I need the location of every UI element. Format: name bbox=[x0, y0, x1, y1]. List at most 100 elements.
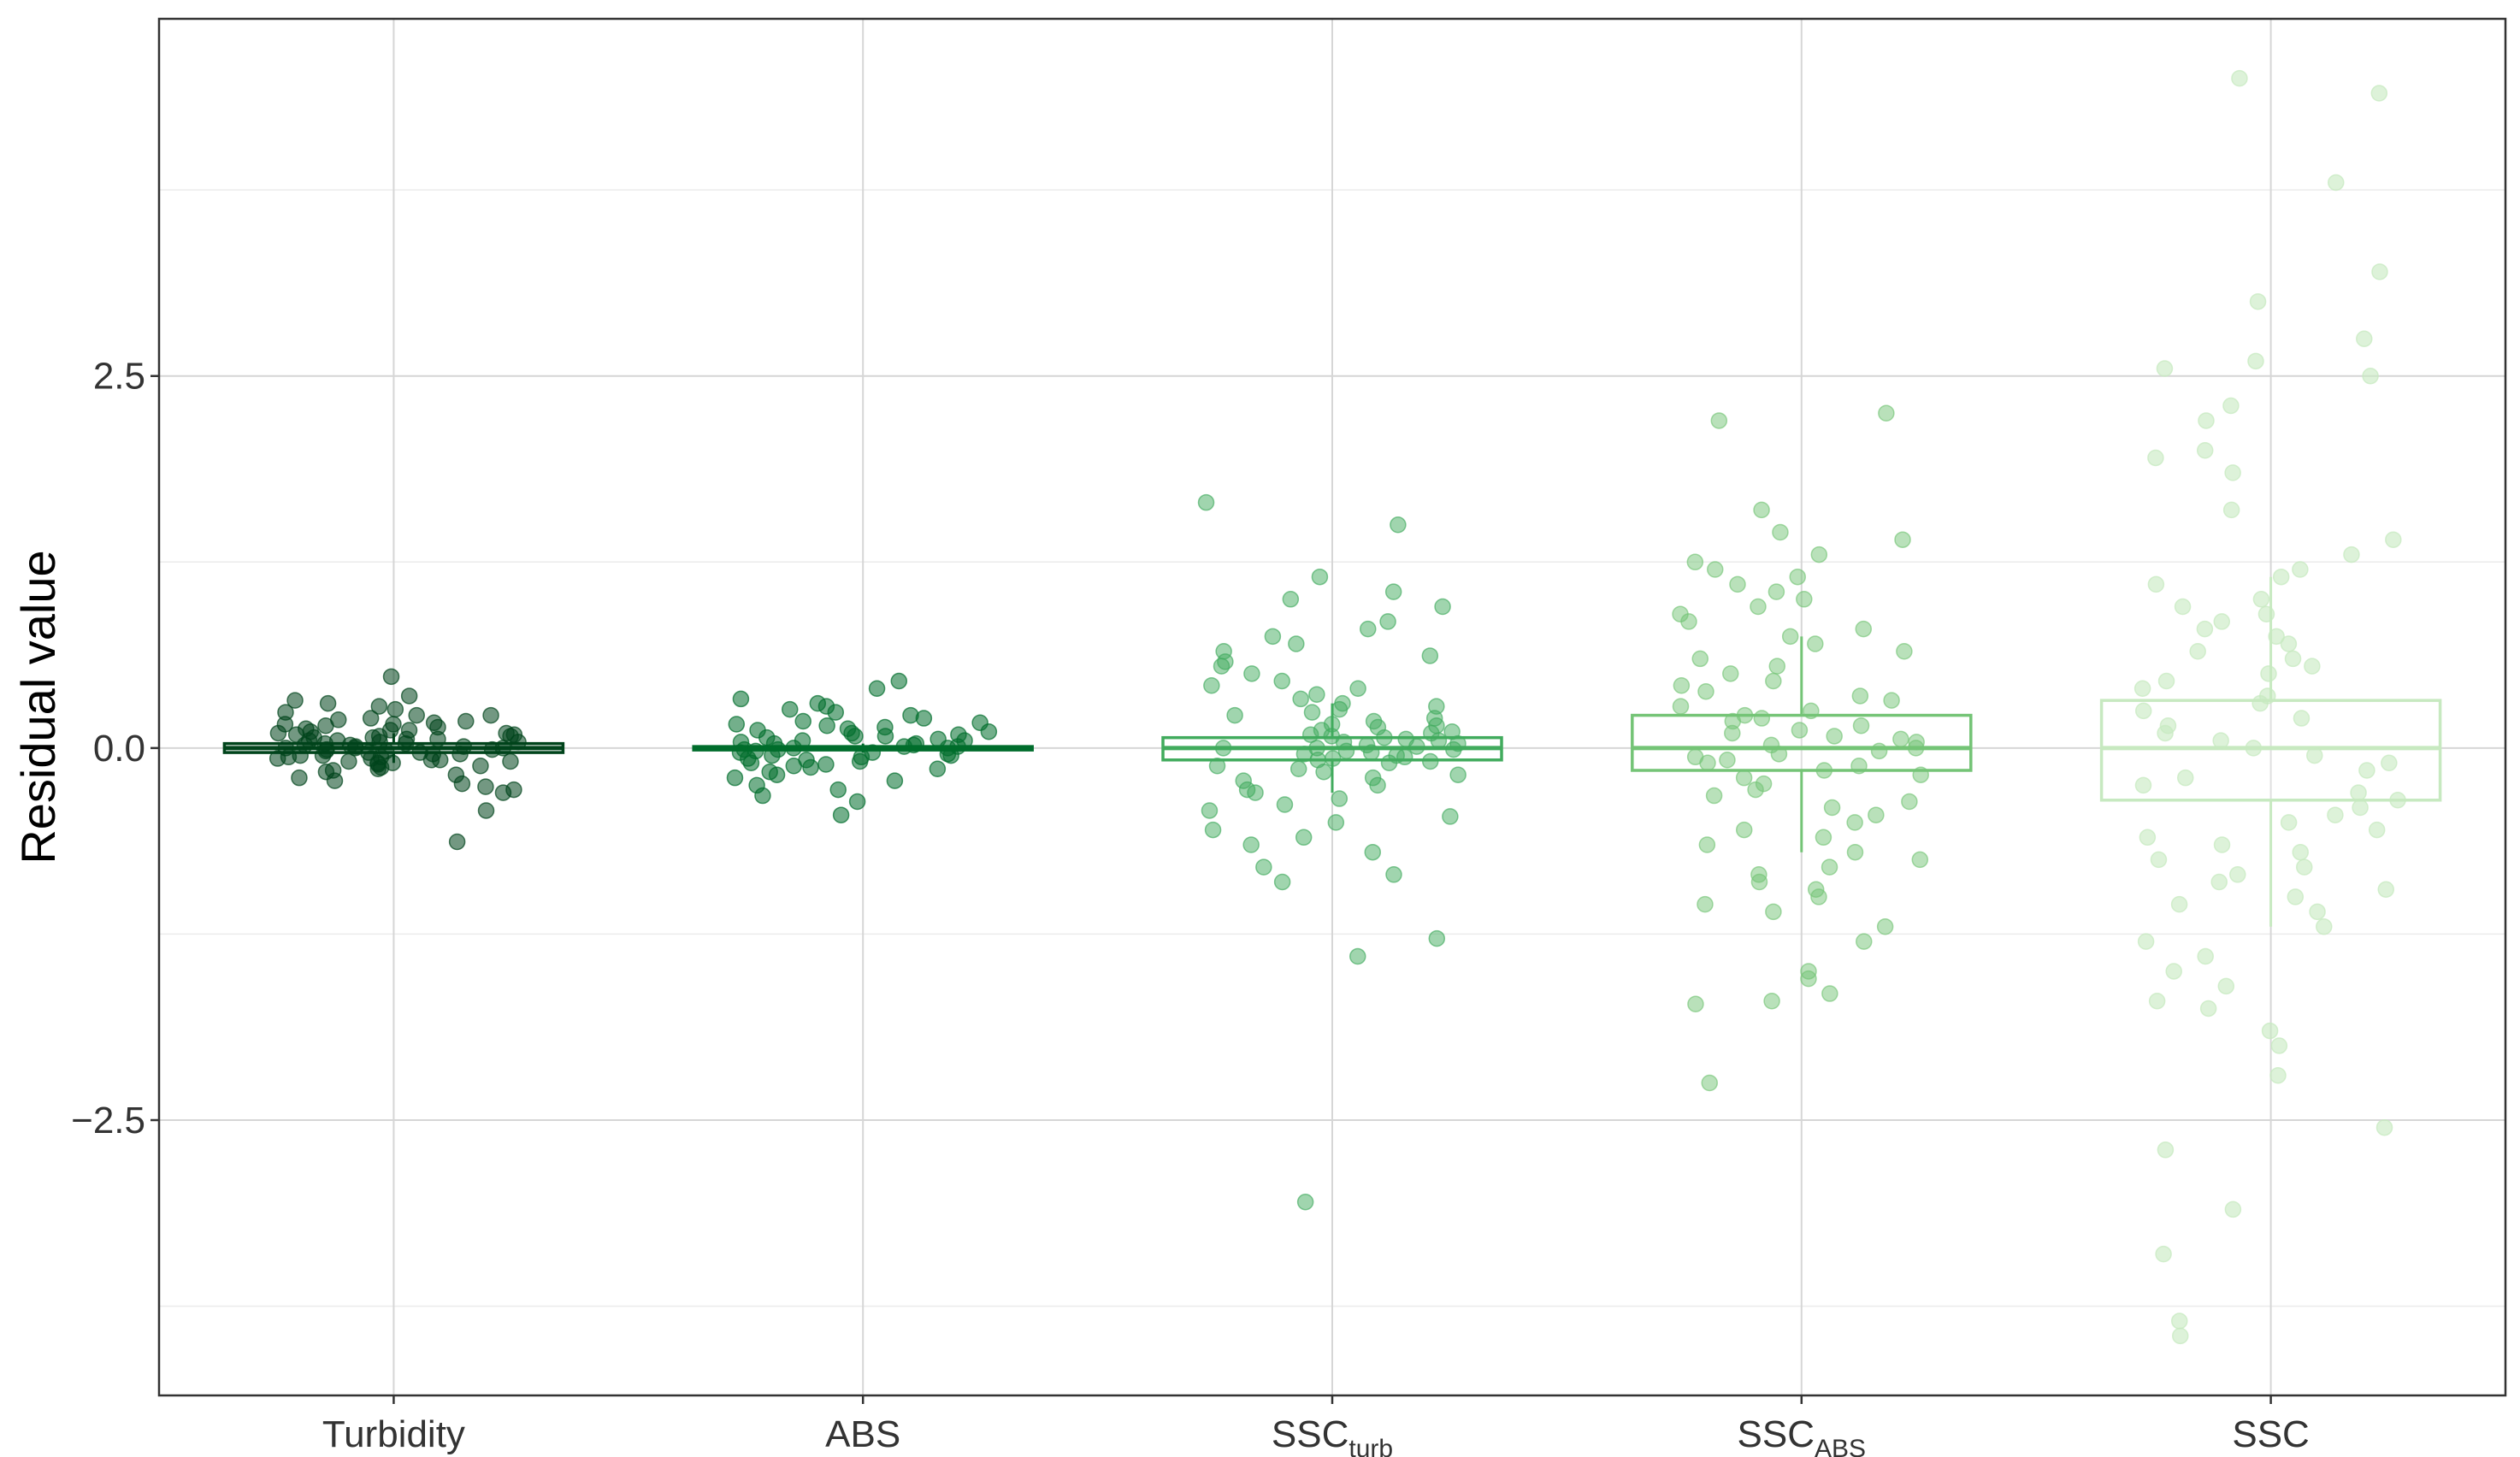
data-point bbox=[1255, 858, 1272, 876]
data-point bbox=[1855, 620, 1873, 638]
data-point bbox=[1791, 722, 1809, 739]
data-point bbox=[2272, 568, 2290, 586]
data-point bbox=[502, 752, 519, 770]
data-point bbox=[1421, 647, 1439, 664]
data-point bbox=[742, 754, 760, 772]
data-point bbox=[314, 746, 332, 764]
data-point bbox=[1242, 836, 1260, 853]
data-point bbox=[1719, 752, 1736, 769]
x-tick-label: SSC bbox=[2232, 1413, 2309, 1455]
data-point bbox=[1428, 929, 1446, 947]
data-point bbox=[929, 760, 947, 777]
x-axis: Turbidity ABS SSCturb SSCABS SSC bbox=[322, 1395, 2310, 1457]
point-layer bbox=[269, 69, 2406, 1345]
data-point bbox=[2358, 762, 2375, 779]
data-point bbox=[1204, 821, 1222, 839]
data-point bbox=[1445, 740, 1462, 758]
data-point bbox=[2222, 397, 2240, 415]
data-point bbox=[1292, 690, 1309, 708]
data-point bbox=[1282, 591, 1300, 608]
data-point bbox=[1823, 799, 1841, 817]
data-point bbox=[832, 806, 850, 823]
data-point bbox=[868, 680, 886, 697]
data-point bbox=[1810, 546, 1828, 563]
data-point bbox=[1896, 642, 1913, 660]
data-point bbox=[1800, 970, 1817, 988]
data-point bbox=[1803, 702, 1820, 720]
data-point bbox=[1706, 561, 1724, 578]
data-point bbox=[794, 712, 811, 730]
data-point bbox=[269, 750, 286, 767]
data-point bbox=[2212, 732, 2229, 749]
data-point bbox=[2306, 746, 2323, 764]
data-point bbox=[1243, 665, 1260, 682]
data-point bbox=[1763, 993, 1780, 1010]
data-point bbox=[818, 717, 835, 734]
data-point bbox=[1430, 732, 1448, 749]
data-point bbox=[915, 710, 933, 727]
data-point bbox=[890, 672, 908, 690]
data-point bbox=[895, 738, 913, 755]
data-point bbox=[2134, 776, 2152, 794]
data-point bbox=[1729, 575, 1746, 593]
data-point bbox=[1273, 873, 1291, 891]
data-point bbox=[1894, 531, 1911, 548]
data-point bbox=[2222, 501, 2240, 519]
data-point bbox=[2165, 963, 2182, 980]
data-point bbox=[397, 734, 415, 752]
data-point bbox=[1247, 784, 1264, 801]
data-point bbox=[1349, 947, 1366, 965]
data-point bbox=[1213, 658, 1230, 675]
data-point bbox=[2362, 367, 2379, 385]
data-point bbox=[1722, 665, 1739, 682]
data-point bbox=[768, 766, 786, 783]
data-point bbox=[1331, 700, 1349, 718]
data-point bbox=[764, 746, 781, 764]
data-point bbox=[2199, 1000, 2217, 1018]
data-point bbox=[1851, 687, 1869, 705]
data-point bbox=[453, 775, 471, 793]
data-point bbox=[1449, 766, 1467, 783]
data-point bbox=[483, 740, 501, 758]
data-point bbox=[1821, 858, 1838, 876]
data-point bbox=[2352, 799, 2369, 817]
data-point bbox=[1735, 821, 1753, 839]
data-point bbox=[785, 740, 802, 757]
data-point bbox=[2155, 1245, 2172, 1263]
data-point bbox=[2213, 836, 2231, 853]
data-point bbox=[2270, 1037, 2288, 1054]
data-point bbox=[429, 730, 446, 748]
data-point bbox=[2375, 1118, 2393, 1136]
data-point bbox=[448, 833, 466, 851]
data-point bbox=[1772, 523, 1789, 541]
data-point bbox=[2377, 881, 2395, 898]
data-point bbox=[2196, 442, 2214, 459]
data-point bbox=[2157, 672, 2175, 690]
data-point bbox=[829, 781, 847, 799]
data-point bbox=[1892, 730, 1909, 748]
data-point bbox=[2343, 546, 2360, 563]
data-point bbox=[1883, 692, 1900, 709]
x-tick-label: ABS bbox=[825, 1413, 900, 1455]
data-point bbox=[1337, 742, 1355, 760]
data-point bbox=[1396, 748, 1413, 766]
data-point bbox=[2229, 866, 2246, 883]
data-point bbox=[754, 787, 771, 805]
data-point bbox=[2309, 903, 2326, 921]
data-point bbox=[1753, 501, 1770, 519]
data-point bbox=[2137, 933, 2155, 950]
data-point bbox=[1697, 895, 1714, 913]
data-point bbox=[2217, 977, 2235, 995]
data-point bbox=[732, 690, 750, 708]
data-point bbox=[400, 687, 418, 705]
data-point bbox=[980, 723, 998, 740]
data-point bbox=[1442, 808, 1459, 825]
data-point bbox=[802, 758, 819, 776]
x-tick-label: SSCturb bbox=[1272, 1413, 1393, 1457]
data-point bbox=[2249, 292, 2267, 310]
data-point bbox=[847, 728, 864, 745]
data-point bbox=[451, 746, 469, 763]
data-point bbox=[817, 756, 835, 773]
data-point bbox=[2133, 680, 2151, 697]
